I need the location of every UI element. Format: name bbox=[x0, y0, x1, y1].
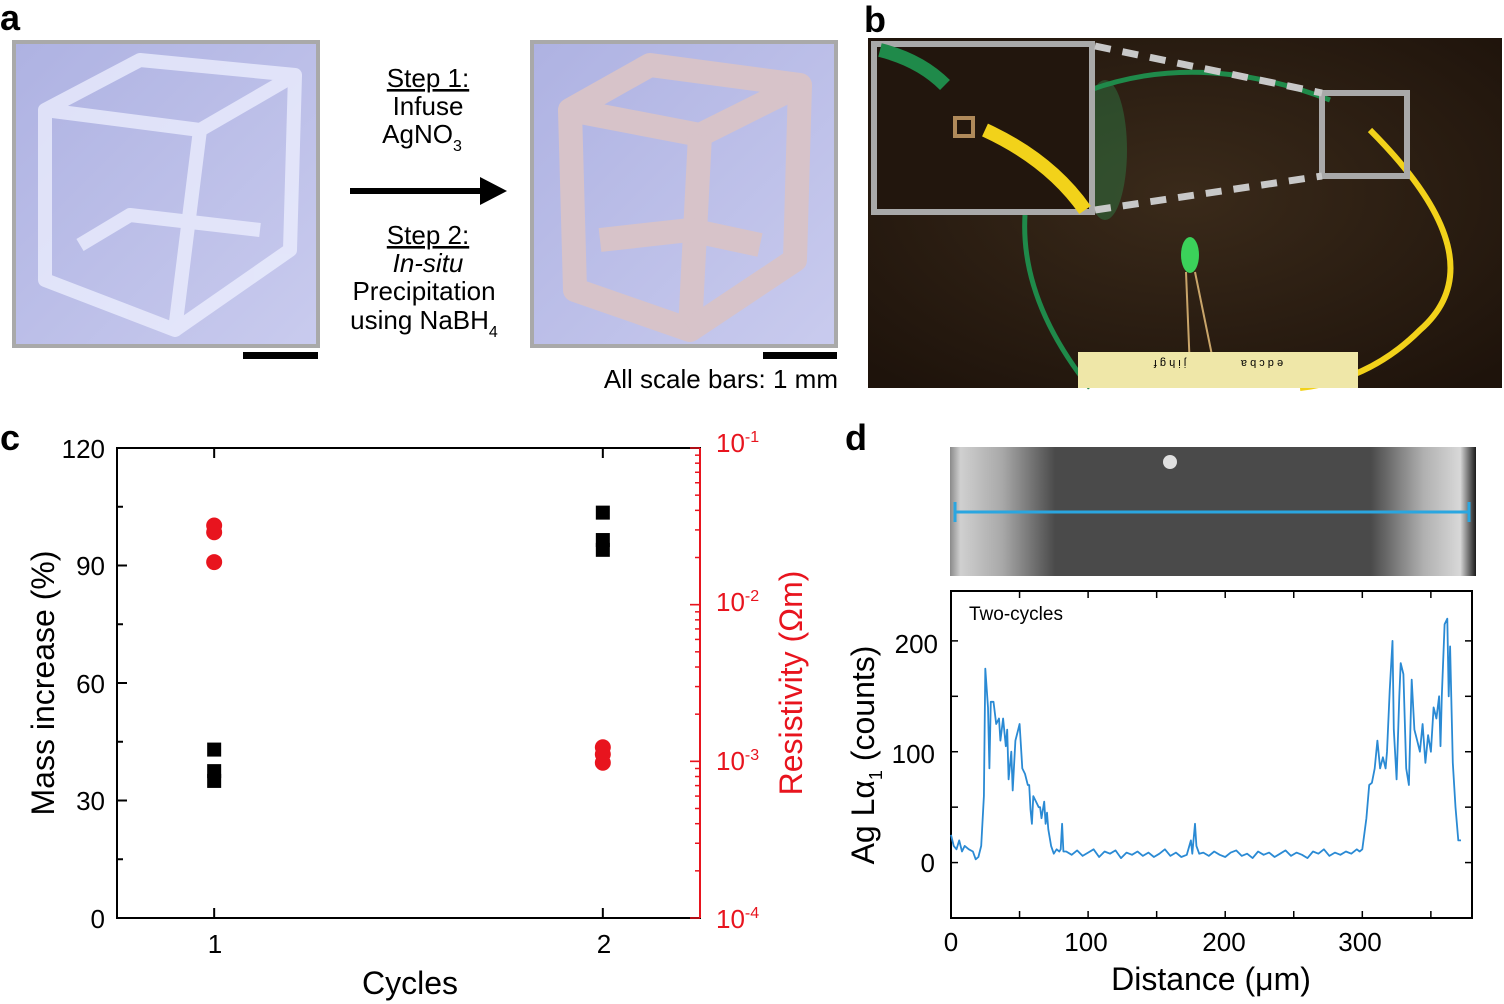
scale-bar-left bbox=[243, 352, 318, 359]
panel-label-a: a bbox=[0, 0, 21, 38]
y-tick-label-90: 90 bbox=[76, 551, 105, 581]
scale-note: All scale bars: 1 mm bbox=[604, 364, 838, 394]
y-tick-label-60: 60 bbox=[76, 669, 105, 699]
step2-line3: using NaBH4 bbox=[350, 305, 498, 341]
zoom-region-frame bbox=[1319, 90, 1410, 179]
x-tick-label-1: 1 bbox=[208, 929, 222, 959]
y2-tick-label-1e-2: 10-2 bbox=[716, 587, 759, 617]
photo-led-circuit: j i h g f e d c b a bbox=[868, 38, 1502, 391]
y-tick-label-30: 30 bbox=[76, 786, 105, 816]
x-tick-label-0: 0 bbox=[944, 927, 958, 957]
ag-profile-line bbox=[950, 617, 1461, 861]
step1-line2: AgNO3 bbox=[382, 119, 462, 155]
process-arrow bbox=[350, 177, 507, 205]
x-tick-label-2: 2 bbox=[597, 929, 611, 959]
led-icon bbox=[1181, 237, 1199, 273]
y2-tick-label-1e-4: 10-4 bbox=[716, 904, 759, 934]
y-axis-label: Mass increase (%) bbox=[25, 551, 61, 816]
x-axis-label-d: Distance (μm) bbox=[1111, 961, 1311, 997]
step2-line1: In-situ bbox=[393, 248, 464, 278]
panel-label-b: b bbox=[864, 0, 886, 40]
data-point-mass bbox=[207, 742, 222, 757]
step2-line2: Precipitation bbox=[352, 276, 495, 306]
step1-line1: Infuse bbox=[393, 91, 464, 121]
data-point-mass bbox=[595, 542, 610, 557]
y2-tick-label-1e-3: 10-3 bbox=[716, 746, 759, 776]
x-tick-label-200: 200 bbox=[1202, 927, 1245, 957]
breadboard-right-labels: e d c b a bbox=[1240, 357, 1283, 369]
y2-axis-label: Resistivity (Ωm) bbox=[773, 571, 809, 796]
sem-image bbox=[950, 447, 1476, 576]
process-steps: Step 1: Infuse AgNO3 Step 2: In-situ Pre… bbox=[350, 63, 498, 341]
data-point-mass bbox=[207, 773, 222, 788]
y-axis-label-d: Ag Lα1 (counts) bbox=[845, 646, 886, 865]
y-tick-label-120: 120 bbox=[62, 434, 105, 464]
plot-frame-d bbox=[950, 590, 1473, 919]
x-tick-label-100: 100 bbox=[1064, 927, 1107, 957]
y-tick-label-0-d: 0 bbox=[921, 848, 935, 878]
plot-frame bbox=[116, 447, 701, 919]
step2-title: Step 2: bbox=[387, 220, 469, 250]
y-tick-label-100-d: 100 bbox=[892, 739, 935, 769]
panel-label-c: c bbox=[0, 417, 20, 458]
chart-ag-profile: Two-cycles 0 100 200 300 0 100 200 Dista… bbox=[845, 590, 1473, 997]
breadboard bbox=[1078, 352, 1358, 388]
y-tick-label-0: 0 bbox=[91, 904, 105, 934]
chart-mass-resistivity: 1 2 0 30 60 90 120 10-4 10-3 10-2 10-1 C… bbox=[25, 428, 809, 1001]
panel-label-d: d bbox=[845, 417, 867, 458]
data-point-resistivity bbox=[206, 524, 223, 541]
scale-bar-right bbox=[763, 352, 837, 359]
y2-tick-label-1e-1: 10-1 bbox=[716, 428, 759, 458]
annotation-two-cycles: Two-cycles bbox=[969, 604, 1063, 625]
data-point-resistivity bbox=[594, 754, 611, 771]
y-tick-label-200-d: 200 bbox=[895, 629, 938, 659]
x-axis-label: Cycles bbox=[362, 965, 458, 1001]
photo-silver-cube bbox=[530, 40, 838, 348]
data-point-mass bbox=[595, 505, 610, 520]
breadboard-left-labels: j i h g f bbox=[1153, 357, 1187, 369]
step1-title: Step 1: bbox=[387, 63, 469, 93]
data-point-resistivity bbox=[206, 554, 223, 571]
x-tick-label-300: 300 bbox=[1338, 927, 1381, 957]
photo-hydrogel-cube bbox=[12, 40, 320, 348]
